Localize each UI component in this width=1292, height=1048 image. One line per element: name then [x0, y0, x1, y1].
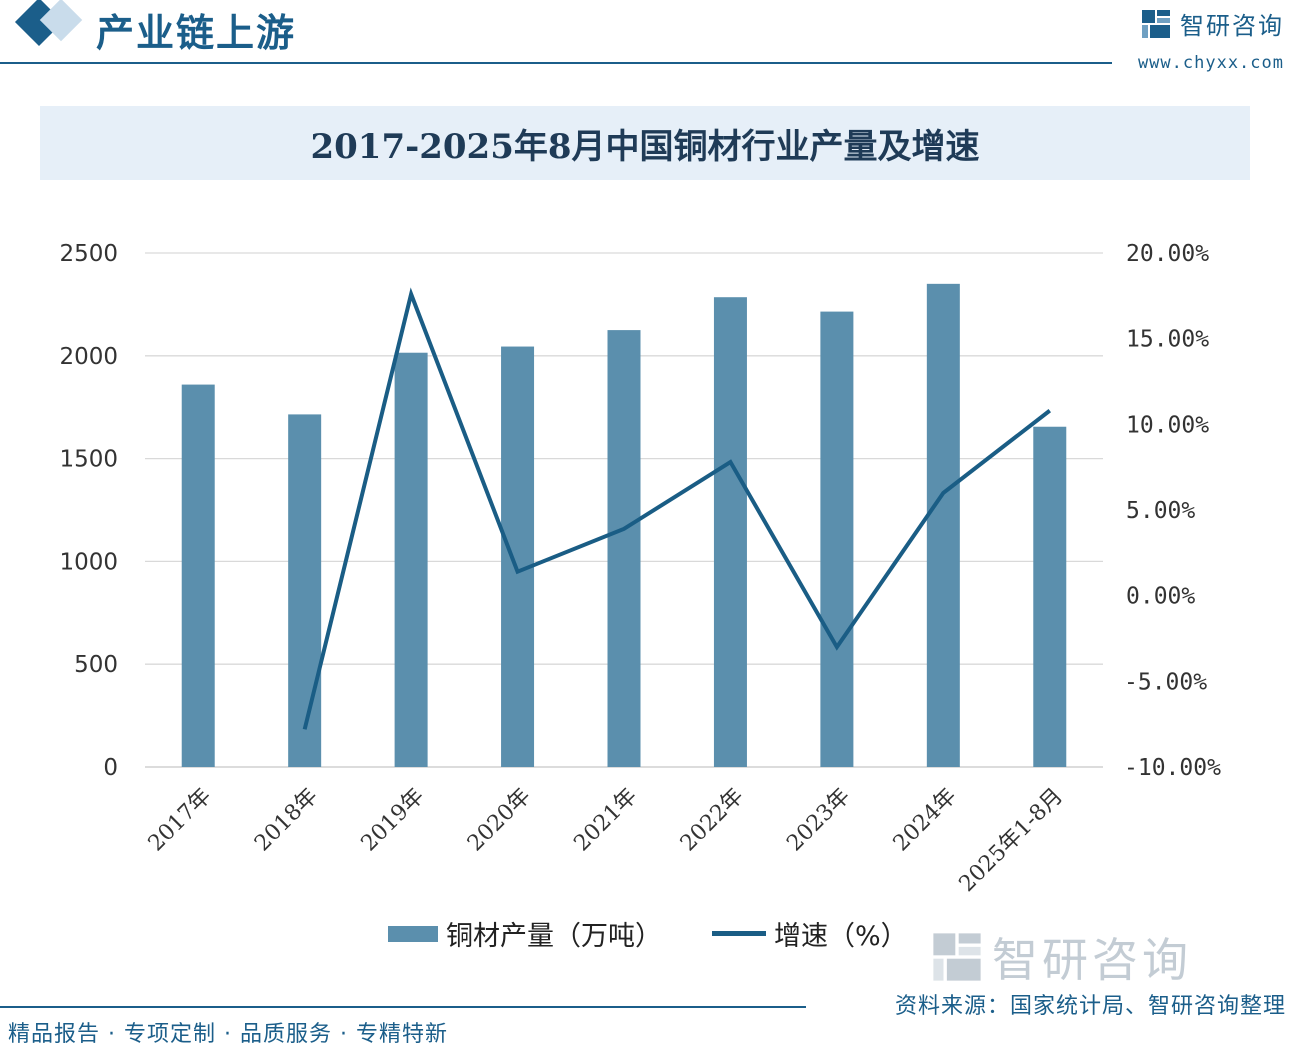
footer-divider	[0, 1006, 806, 1008]
legend-bar-label: 铜材产量（万吨）	[446, 921, 662, 952]
x-tick-label: 2020年	[463, 784, 536, 857]
y-right-tick-label: 15.00%	[1126, 327, 1209, 353]
y-axis-left-ticks: 0 500 1000 1500 2000 2500	[59, 241, 118, 781]
bar	[607, 330, 641, 767]
bar	[713, 297, 747, 767]
watermark-brand-name: 智研咨询	[992, 933, 1192, 987]
bar	[926, 283, 960, 767]
brand-url: www.chyxx.com	[1137, 53, 1284, 73]
y-left-tick-label: 500	[74, 652, 118, 678]
legend-item-production: 铜材产量（万吨）	[388, 914, 662, 953]
legend-item-growth: 增速（%）	[712, 914, 908, 953]
y-right-tick-label: 0.00%	[1126, 584, 1195, 610]
x-tick-label: 2025年1-8月	[955, 784, 1068, 897]
chart-title: 2017-2025年8月中国铜材行业产量及增速	[310, 126, 980, 167]
y-right-tick-label: 5.00%	[1126, 498, 1195, 524]
bar	[501, 346, 535, 767]
section-title: 产业链上游	[96, 10, 297, 55]
x-tick-label: 2021年	[569, 784, 642, 857]
x-tick-label: 2024年	[889, 784, 962, 857]
y-right-tick-label: 20.00%	[1126, 241, 1209, 267]
brand-name: 智研咨询	[1180, 12, 1284, 40]
header-divider	[0, 62, 1112, 64]
x-axis-ticks: 2017年 2018年 2019年 2020年 2021年 2022年 2023年 2024年…	[144, 784, 1068, 897]
x-tick-label: 2019年	[357, 784, 430, 857]
legend-bar-swatch	[388, 925, 438, 942]
y-right-tick-label: 10.00%	[1126, 412, 1209, 438]
y-left-tick-label: 0	[103, 755, 118, 781]
bar	[1033, 426, 1067, 767]
y-left-tick-label: 1000	[59, 549, 118, 575]
watermark-logo-icon	[933, 933, 981, 981]
bar	[820, 311, 854, 767]
footer-slogan: 精品报告 · 专项定制 · 品质服务 · 专精特新	[8, 1022, 448, 1047]
growth-line-layer	[302, 287, 1052, 730]
y-axis-right-ticks: -10.00% -5.00% 0.00% 5.00% 10.00% 15.00% 20.00…	[1124, 241, 1221, 781]
y-left-tick-label: 2500	[59, 241, 118, 267]
chart-legend: 铜材产量（万吨） 增速（%）	[388, 914, 958, 953]
x-tick-label: 2017年	[144, 784, 217, 857]
watermark-brand: 智研咨询	[930, 924, 1192, 990]
legend-line-label: 增速（%）	[774, 921, 908, 952]
x-tick-label: 2023年	[782, 784, 855, 857]
y-left-tick-label: 2000	[59, 344, 118, 370]
growth-line	[302, 287, 1052, 730]
x-tick-label: 2018年	[250, 784, 323, 857]
chart-title-banner: 2017-2025年8月中国铜材行业产量及增速	[40, 106, 1250, 180]
x-tick-label: 2022年	[676, 784, 749, 857]
source-note: 资料来源：国家统计局、智研咨询整理	[894, 994, 1286, 1019]
brand-block: 智研咨询 www.chyxx.com	[1138, 6, 1284, 73]
bar	[394, 352, 428, 767]
legend-line-swatch	[712, 931, 766, 936]
bar	[181, 384, 215, 767]
brand-logo-icon	[1142, 9, 1170, 38]
bar	[288, 414, 322, 767]
bars	[181, 283, 1067, 767]
y-left-tick-label: 1500	[59, 447, 118, 473]
y-right-tick-label: -5.00%	[1124, 669, 1207, 695]
y-right-tick-label: -10.00%	[1124, 755, 1221, 781]
